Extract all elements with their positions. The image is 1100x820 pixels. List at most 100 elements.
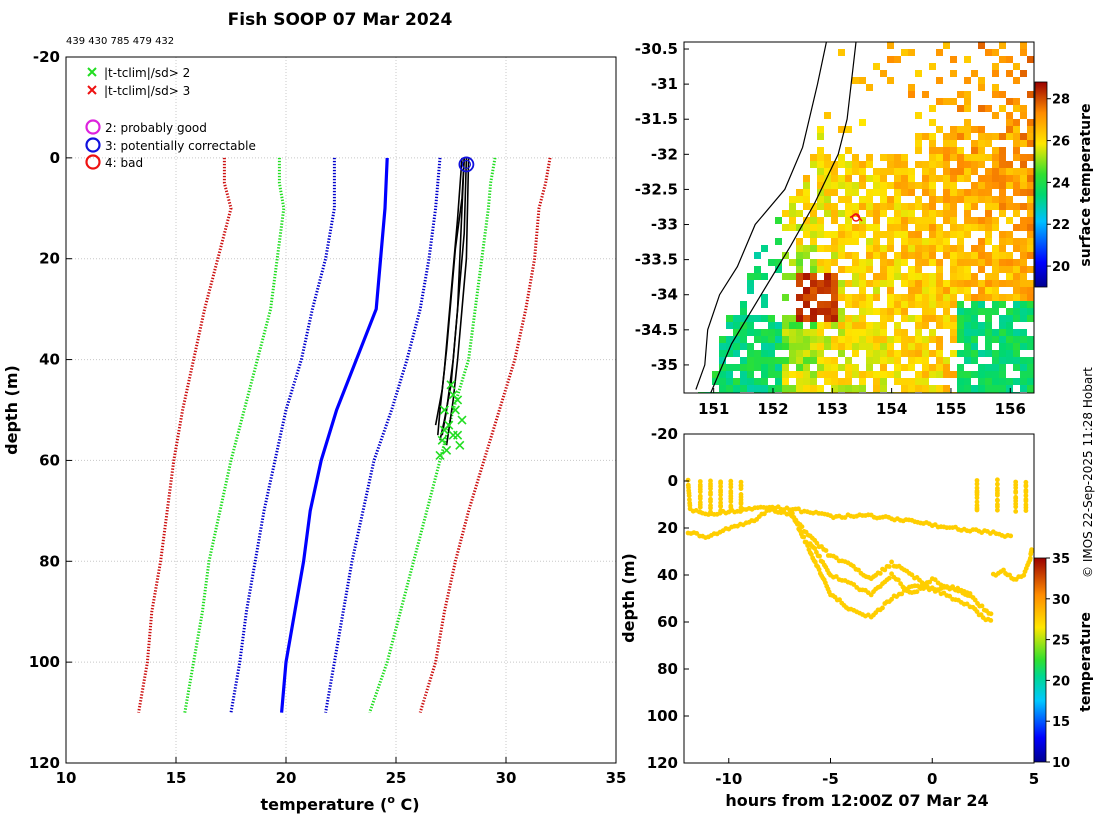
sst-cell	[803, 245, 810, 252]
tick-label-x: 156	[995, 400, 1026, 418]
sst-cell	[880, 231, 887, 238]
sst-cell	[866, 245, 873, 252]
sst-cell	[901, 203, 908, 210]
sst-cell	[950, 350, 957, 357]
sst-cell	[894, 336, 901, 343]
legend-flag-sd3: |t-tclim|/sd> 3	[87, 84, 190, 98]
sst-cell	[957, 280, 964, 287]
sst-cell	[887, 273, 894, 280]
sst-cell	[978, 126, 985, 133]
sst-cell	[887, 350, 894, 357]
time-point	[823, 548, 829, 553]
sst-cell	[922, 378, 929, 385]
time-point	[909, 572, 915, 578]
sst-cell	[796, 343, 803, 350]
sst-cell	[880, 329, 887, 336]
time-point	[995, 504, 1000, 510]
sst-cell	[971, 168, 978, 175]
sst-cell	[964, 322, 971, 329]
colorbar-tick-label: 35	[1052, 552, 1070, 567]
sst-cell	[852, 77, 859, 84]
sst-cell	[964, 266, 971, 273]
sst-cell	[936, 210, 943, 217]
sst-cell	[824, 315, 831, 322]
sst-cell	[978, 189, 985, 196]
sst-cell	[817, 343, 824, 350]
sst-cell	[964, 154, 971, 161]
sst-cell	[929, 245, 936, 252]
sst-cell	[950, 315, 957, 322]
sst-cell	[901, 378, 908, 385]
sst-cell	[1013, 105, 1020, 112]
tick-label-y: -32	[651, 145, 678, 163]
sst-cell	[817, 322, 824, 329]
sst-cell	[880, 210, 887, 217]
sst-cell	[733, 329, 740, 336]
legend-quality-bad: 4: bad	[85, 154, 143, 170]
sst-cell	[1020, 42, 1027, 49]
sst-cell	[831, 161, 838, 168]
sst-cell	[887, 301, 894, 308]
sst-cell	[1013, 350, 1020, 357]
sst-cell	[817, 168, 824, 175]
sst-cell	[810, 238, 817, 245]
sst-cell	[985, 259, 992, 266]
sst-cell	[971, 126, 978, 133]
sst-cell	[950, 322, 957, 329]
sst-cell	[873, 252, 880, 259]
time-point	[877, 571, 883, 576]
sst-cell	[782, 210, 789, 217]
sst-cell	[887, 280, 894, 287]
tick-label-x: 153	[817, 400, 848, 418]
tick-label-y: -32.5	[635, 180, 678, 198]
sst-cell	[740, 336, 747, 343]
sst-cell	[789, 329, 796, 336]
tick-label-x: 10	[56, 769, 77, 787]
sst-cell	[999, 350, 1006, 357]
sst-cell	[733, 322, 740, 329]
sst-cell	[796, 196, 803, 203]
sst-cell	[992, 364, 999, 371]
sst-cell	[1013, 182, 1020, 189]
tick-label-x: 152	[757, 400, 788, 418]
sst-cell	[838, 329, 845, 336]
sst-cell	[950, 154, 957, 161]
profile-ticks: 10 15 20 25 30 35 -20 0 20 40 60 80 100 120	[29, 48, 627, 787]
sst-cell	[915, 350, 922, 357]
sst-cell	[845, 280, 852, 287]
time-point	[685, 477, 691, 483]
sst-cell	[859, 266, 866, 273]
sst-cell	[978, 329, 985, 336]
sst-cell	[789, 210, 796, 217]
sst-cell	[733, 336, 740, 343]
sst-cell	[1027, 266, 1034, 273]
sst-cell	[985, 294, 992, 301]
tick-label-y: 100	[647, 707, 678, 725]
sst-cell	[838, 336, 845, 343]
sst-cell	[929, 196, 936, 203]
sst-cell	[747, 315, 754, 322]
sst-cell	[831, 287, 838, 294]
sst-cell	[852, 203, 859, 210]
time-point	[974, 507, 980, 513]
sst-cell	[915, 203, 922, 210]
sst-cell	[775, 378, 782, 385]
sst-cell	[831, 364, 838, 371]
sst-cell	[999, 294, 1006, 301]
time-point	[728, 484, 734, 490]
sst-cell	[782, 357, 789, 364]
sst-cell	[775, 322, 782, 329]
sst-cell	[1006, 308, 1013, 315]
sst-cell	[740, 378, 747, 385]
sst-cell	[957, 196, 964, 203]
sst-cell	[859, 280, 866, 287]
sst-cell	[908, 294, 915, 301]
sst-cell	[936, 126, 943, 133]
sst-cell	[726, 350, 733, 357]
sst-cell	[1013, 147, 1020, 154]
time-point	[988, 611, 994, 617]
sst-cell	[999, 189, 1006, 196]
sst-cell	[936, 371, 943, 378]
sst-cell	[733, 315, 740, 322]
sst-cell	[915, 301, 922, 308]
